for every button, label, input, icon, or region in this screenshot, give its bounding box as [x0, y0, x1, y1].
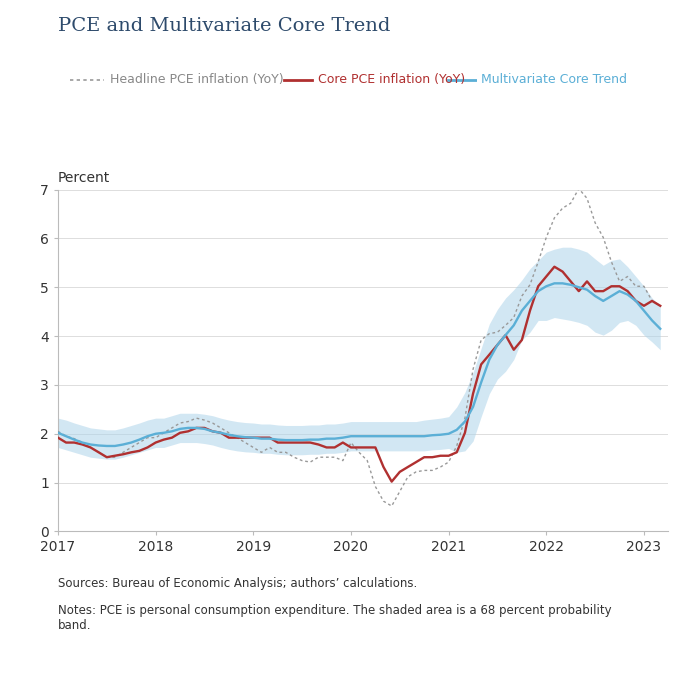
Text: Sources: Bureau of Economic Analysis; authors’ calculations.: Sources: Bureau of Economic Analysis; au…: [58, 577, 417, 590]
Text: Percent: Percent: [58, 171, 110, 185]
Text: Core PCE inflation (YoY): Core PCE inflation (YoY): [318, 73, 465, 87]
Text: Notes: PCE is personal consumption expenditure. The shaded area is a 68 percent : Notes: PCE is personal consumption expen…: [58, 604, 612, 632]
Text: Headline PCE inflation (YoY): Headline PCE inflation (YoY): [110, 73, 284, 87]
Text: Multivariate Core Trend: Multivariate Core Trend: [481, 73, 627, 87]
Text: PCE and Multivariate Core Trend: PCE and Multivariate Core Trend: [58, 17, 390, 35]
